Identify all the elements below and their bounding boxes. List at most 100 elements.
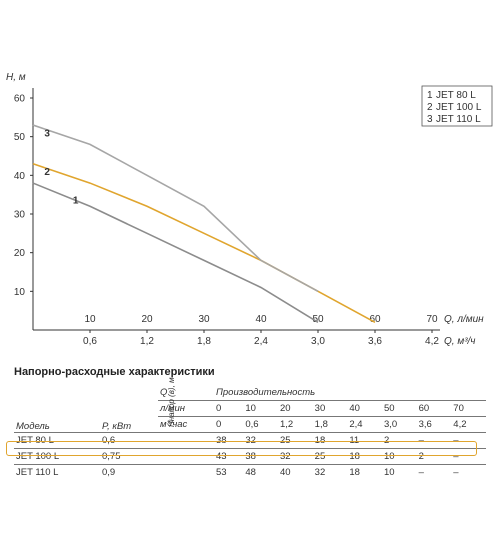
m3h-cell: 3,0 [381, 416, 417, 433]
head-cell: 11 [347, 432, 382, 449]
m3h-cell: 4,2 [451, 416, 486, 433]
x2-tick-label: 2,4 [254, 336, 268, 347]
head-cell: 38 [243, 448, 278, 465]
power-cell: 0,6 [100, 432, 158, 449]
head-cell: 32 [312, 464, 348, 480]
m3h-cell: 2,4 [347, 416, 382, 433]
head-cell: – [451, 448, 486, 465]
lmin-cell: 50 [381, 400, 417, 417]
performance-table: Q Производительность Модель P, кВт л/мин… [14, 385, 486, 480]
table-row-m3h: м³/час 0 0,6 1,2 1,8 2,4 3,0 3,6 4,2 [14, 416, 486, 433]
x2-tick-label: 1,2 [140, 336, 154, 347]
x2-tick-label: 3,0 [311, 336, 325, 347]
y-axis-label: H, м [6, 72, 26, 83]
series-number-label: 1 [73, 195, 79, 206]
x-tick-label: 70 [426, 314, 438, 325]
m3h-cell: 1,8 [312, 416, 348, 433]
x-tick-label: 50 [312, 314, 324, 325]
head-cell: 38 [214, 432, 244, 449]
power-header: P, кВт [102, 421, 132, 432]
power-cell: 0,9 [100, 464, 158, 480]
head-cell: 2 [416, 448, 452, 465]
table-title: Напорно-расходные характеристики [14, 366, 215, 378]
legend-number: 2 [427, 102, 433, 113]
x-tick-label: 10 [84, 314, 96, 325]
lmin-cell: 40 [347, 400, 382, 417]
x2-tick-label: 1,8 [197, 336, 211, 347]
m3h-cell: 1,2 [278, 416, 313, 433]
legend-entry: JET 110 L [436, 114, 481, 125]
lmin-cell: 10 [243, 400, 278, 417]
head-cell: 40 [278, 464, 313, 480]
legend-number: 1 [427, 90, 433, 101]
legend-entry: JET 100 L [436, 102, 482, 113]
series-line-3 [32, 124, 319, 293]
head-cell: 10 [381, 448, 417, 465]
lmin-cell: 70 [451, 400, 486, 417]
y-tick-label: 50 [14, 132, 26, 143]
unit-m3h: м³/час [158, 416, 214, 433]
head-cell: 18 [312, 432, 348, 449]
series-number-label: 3 [44, 129, 50, 140]
head-cell: 2 [381, 432, 417, 449]
head-cell: 48 [243, 464, 278, 480]
m3h-cell: 0,6 [243, 416, 278, 433]
legend-number: 3 [427, 114, 433, 125]
table-row: JET 110 L 0,9 53 48 40 32 18 10 – – [14, 464, 486, 480]
legend: 1 JET 80 L2 JET 100 L3 JET 110 L [421, 85, 493, 127]
pump-curve-chart: H, м Q, л/мин Q, м³/ч 10 20 30 40 50 60 10 20 3… [6, 72, 493, 347]
y-tick-label: 40 [14, 171, 26, 182]
x-tick-label: 30 [198, 314, 210, 325]
series-line-2 [32, 162, 376, 323]
model-cell: JET 80 L [14, 432, 100, 449]
model-header: Модель [16, 421, 50, 432]
series-line-1 [32, 182, 319, 323]
head-cell: – [451, 432, 486, 449]
head-cell: – [416, 464, 452, 480]
x2-tick-label: 3,6 [368, 336, 382, 347]
head-cell: 18 [347, 448, 382, 465]
head-cell: 53 [214, 464, 244, 480]
q-header: Q [160, 387, 168, 398]
head-cell: – [451, 464, 486, 480]
table-row-lmin: Модель P, кВт л/мин 0 10 20 30 40 50 60 … [14, 400, 486, 432]
unit-lmin: л/мин [158, 400, 214, 417]
x2-axis-label: Q, м³/ч [444, 336, 475, 347]
x-tick-label: 60 [369, 314, 381, 325]
head-cell: 32 [243, 432, 278, 449]
head-cell: – [416, 432, 452, 449]
head-unit-label: Hнапор (в), м [167, 377, 176, 428]
x2-tick-label: 4,2 [425, 336, 439, 347]
table-row: JET 100 L 0,75 43 38 32 25 18 10 2 – [14, 448, 486, 465]
lmin-cell: 20 [278, 400, 313, 417]
lmin-cell: 60 [416, 400, 452, 417]
head-cell: 18 [347, 464, 382, 480]
x2-tick-label: 0,6 [83, 336, 97, 347]
x-tick-label: 20 [141, 314, 153, 325]
y-tick-label: 60 [14, 94, 26, 105]
legend-box [421, 85, 493, 127]
m3h-cell: 3,6 [416, 416, 452, 433]
x-tick-label: 40 [255, 314, 267, 325]
productivity-header: Производительность [216, 387, 316, 398]
m3h-cell: 0 [214, 416, 244, 433]
table-row: JET 80 L 0,6 38 32 25 18 11 2 – – [14, 432, 486, 449]
x-axis-label: Q, л/мин [444, 314, 484, 325]
model-cell: JET 100 L [14, 448, 100, 465]
head-cell: 10 [381, 464, 417, 480]
y-tick-label: 30 [14, 210, 26, 221]
head-cell: 43 [214, 448, 244, 465]
head-cell: 25 [312, 448, 348, 465]
y-tick-label: 20 [14, 248, 26, 259]
table-header-row-q: Q Производительность [14, 385, 486, 401]
power-cell: 0,75 [100, 448, 158, 465]
head-cell: 32 [278, 448, 313, 465]
head-cell: 25 [278, 432, 313, 449]
series-number-label: 2 [44, 167, 50, 178]
lmin-cell: 0 [214, 400, 244, 417]
model-cell: JET 110 L [14, 464, 100, 480]
legend-entry: JET 80 L [436, 90, 476, 101]
y-tick-label: 10 [14, 287, 26, 298]
lmin-cell: 30 [312, 400, 348, 417]
highlight-row-jet-100l [6, 441, 477, 456]
